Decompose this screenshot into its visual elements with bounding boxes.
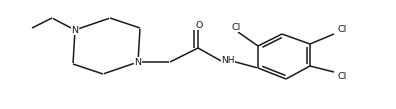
Text: NH: NH — [221, 55, 235, 65]
Text: Cl: Cl — [337, 25, 346, 33]
Text: N: N — [72, 26, 78, 35]
Text: Cl: Cl — [231, 22, 241, 32]
Text: O: O — [195, 20, 203, 30]
Text: N: N — [135, 58, 141, 66]
Text: Cl: Cl — [337, 72, 346, 81]
